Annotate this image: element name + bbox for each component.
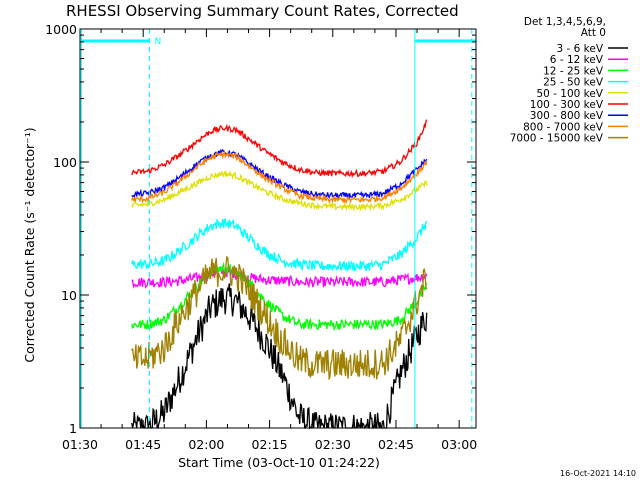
footer-timestamp: 16-Oct-2021 14:10: [560, 469, 636, 478]
y-tick-label-3: 1000: [45, 22, 77, 37]
series-line-0: [131, 283, 428, 430]
series-line-5: [131, 119, 428, 179]
chart-title: RHESSI Observing Summary Count Rates, Co…: [66, 2, 459, 20]
y-tick-label-1: 10: [61, 288, 77, 303]
annotation-layer: N: [80, 29, 476, 428]
series-layer: [131, 119, 428, 430]
series-line-2: [131, 261, 428, 332]
x-tick-label-0: 01:30: [62, 437, 98, 452]
legend-label-5: 100 - 300 keV: [530, 99, 604, 111]
y-axis-label: Corrected Count Rate (s⁻¹ detector⁻¹): [22, 127, 37, 362]
legend-header-0: Det 1,3,4,5,6,9,: [524, 16, 606, 28]
x-tick-label-2: 02:00: [188, 437, 224, 452]
y-tick-label-0: 1: [69, 421, 77, 436]
legend-label-3: 25 - 50 keV: [543, 77, 604, 89]
legend-label-1: 6 - 12 keV: [550, 54, 604, 66]
x-tick-label-3: 02:15: [252, 437, 288, 452]
x-tick-label-5: 02:45: [378, 437, 414, 452]
legend-label-0: 3 - 6 keV: [556, 43, 603, 55]
legend-label-8: 7000 - 15000 keV: [510, 133, 604, 145]
x-tick-label-6: 03:00: [441, 437, 477, 452]
plot-frame: [79, 28, 477, 429]
series-line-7: [131, 149, 428, 205]
series-line-3: [131, 218, 428, 273]
legend-label-2: 12 - 25 keV: [543, 65, 604, 77]
legend-header-1: Att 0: [581, 27, 606, 39]
x-axis-label: Start Time (03-Oct-10 01:24:22): [178, 455, 380, 470]
legend-label-7: 800 - 7000 keV: [523, 121, 604, 133]
series-line-4: [131, 169, 428, 212]
y-tick-label-2: 100: [53, 155, 77, 170]
x-tick-label-1: 01:45: [125, 437, 161, 452]
legend-label-6: 300 - 800 keV: [530, 110, 604, 122]
night-marker-label: N: [155, 37, 162, 47]
series-line-1: [131, 265, 428, 290]
x-tick-label-4: 02:30: [315, 437, 351, 452]
series-line-8: [131, 255, 428, 380]
legend-label-4: 50 - 100 keV: [536, 88, 603, 100]
axes-layer: 01:30 01:45 02:00 02:15 02:30 02:45 03:00 1 10 10…: [45, 22, 477, 452]
